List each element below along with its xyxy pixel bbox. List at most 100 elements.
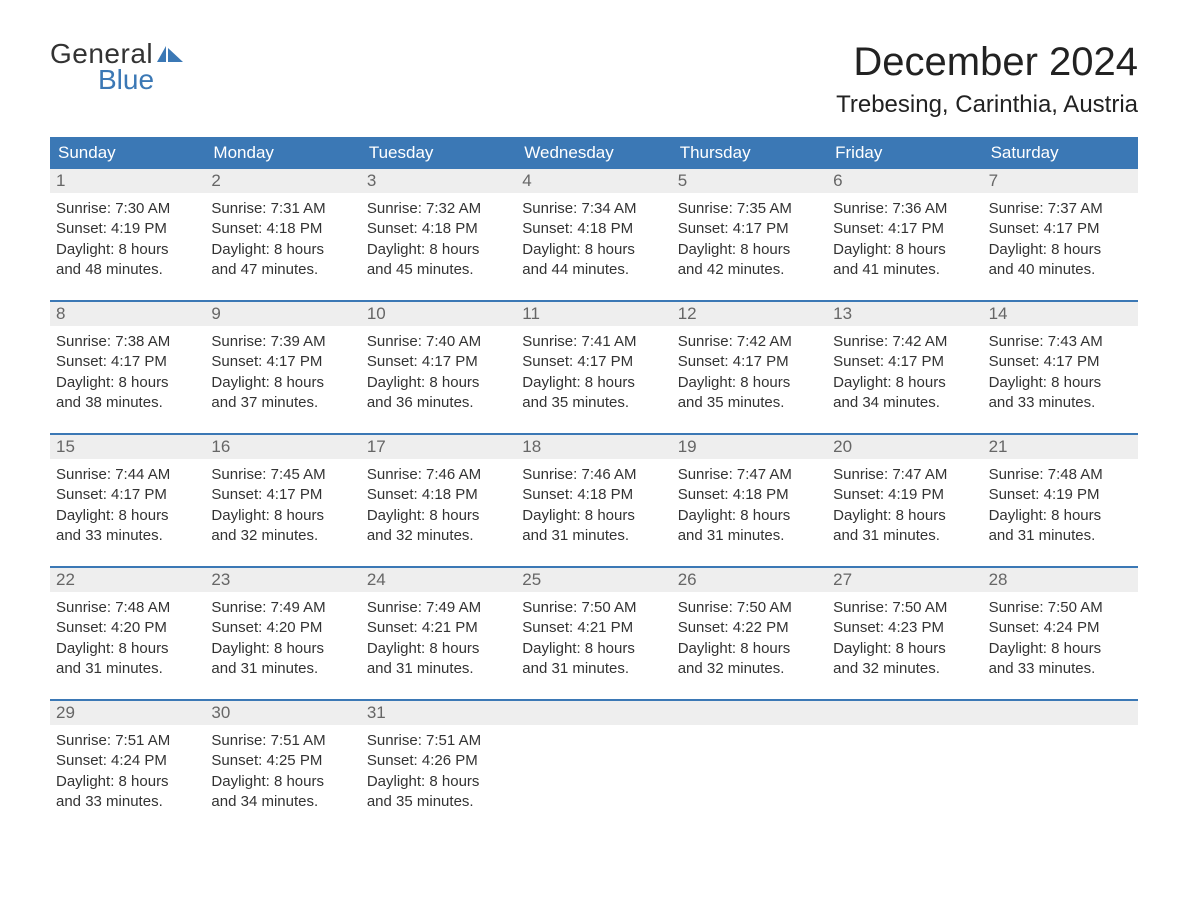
daylight-line-1: Daylight: 8 hours bbox=[522, 373, 665, 393]
sunrise-line: Sunrise: 7:51 AM bbox=[211, 731, 354, 751]
calendar: Sunday Monday Tuesday Wednesday Thursday… bbox=[50, 137, 1138, 816]
sunset-line: Sunset: 4:18 PM bbox=[367, 485, 510, 505]
sunset-line: Sunset: 4:19 PM bbox=[833, 485, 976, 505]
week-row: 891011121314Sunrise: 7:38 AMSunset: 4:17… bbox=[50, 300, 1138, 417]
day-number: 31 bbox=[361, 701, 516, 725]
daylight-line-2: and 32 minutes. bbox=[678, 659, 821, 679]
day-number-row: 293031 bbox=[50, 701, 1138, 725]
sunrise-line: Sunrise: 7:49 AM bbox=[211, 598, 354, 618]
daylight-line-1: Daylight: 8 hours bbox=[367, 506, 510, 526]
daylight-line-2: and 35 minutes. bbox=[367, 792, 510, 812]
day-cell: Sunrise: 7:41 AMSunset: 4:17 PMDaylight:… bbox=[516, 326, 671, 417]
daylight-line-1: Daylight: 8 hours bbox=[56, 772, 199, 792]
sunset-line: Sunset: 4:17 PM bbox=[678, 219, 821, 239]
daylight-line-2: and 31 minutes. bbox=[678, 526, 821, 546]
sunset-line: Sunset: 4:18 PM bbox=[678, 485, 821, 505]
daylight-line-2: and 31 minutes. bbox=[522, 526, 665, 546]
day-cell: Sunrise: 7:50 AMSunset: 4:24 PMDaylight:… bbox=[983, 592, 1138, 683]
sunset-line: Sunset: 4:21 PM bbox=[367, 618, 510, 638]
day-cell: Sunrise: 7:46 AMSunset: 4:18 PMDaylight:… bbox=[516, 459, 671, 550]
daylight-line-1: Daylight: 8 hours bbox=[367, 373, 510, 393]
weekday-monday: Monday bbox=[205, 137, 360, 169]
daylight-line-2: and 48 minutes. bbox=[56, 260, 199, 280]
daylight-line-1: Daylight: 8 hours bbox=[989, 506, 1132, 526]
daylight-line-1: Daylight: 8 hours bbox=[56, 506, 199, 526]
day-cell: Sunrise: 7:42 AMSunset: 4:17 PMDaylight:… bbox=[672, 326, 827, 417]
sunrise-line: Sunrise: 7:30 AM bbox=[56, 199, 199, 219]
daylight-line-2: and 42 minutes. bbox=[678, 260, 821, 280]
day-number: 16 bbox=[205, 435, 360, 459]
daylight-line-1: Daylight: 8 hours bbox=[678, 240, 821, 260]
sunrise-line: Sunrise: 7:46 AM bbox=[367, 465, 510, 485]
daylight-line-1: Daylight: 8 hours bbox=[211, 639, 354, 659]
day-cell: Sunrise: 7:36 AMSunset: 4:17 PMDaylight:… bbox=[827, 193, 982, 284]
day-cell: Sunrise: 7:51 AMSunset: 4:25 PMDaylight:… bbox=[205, 725, 360, 816]
sunrise-line: Sunrise: 7:34 AM bbox=[522, 199, 665, 219]
daylight-line-2: and 31 minutes. bbox=[989, 526, 1132, 546]
day-number: 17 bbox=[361, 435, 516, 459]
daylight-line-1: Daylight: 8 hours bbox=[56, 639, 199, 659]
day-cell: Sunrise: 7:46 AMSunset: 4:18 PMDaylight:… bbox=[361, 459, 516, 550]
daylight-line-1: Daylight: 8 hours bbox=[989, 639, 1132, 659]
day-number: 12 bbox=[672, 302, 827, 326]
day-cell: Sunrise: 7:50 AMSunset: 4:21 PMDaylight:… bbox=[516, 592, 671, 683]
daylight-line-2: and 33 minutes. bbox=[56, 526, 199, 546]
day-cell bbox=[516, 725, 671, 816]
sunset-line: Sunset: 4:18 PM bbox=[211, 219, 354, 239]
sunrise-line: Sunrise: 7:51 AM bbox=[367, 731, 510, 751]
daylight-line-1: Daylight: 8 hours bbox=[989, 240, 1132, 260]
weekday-tuesday: Tuesday bbox=[361, 137, 516, 169]
sunrise-line: Sunrise: 7:48 AM bbox=[989, 465, 1132, 485]
day-number: 20 bbox=[827, 435, 982, 459]
daylight-line-2: and 31 minutes. bbox=[367, 659, 510, 679]
sunrise-line: Sunrise: 7:45 AM bbox=[211, 465, 354, 485]
sunrise-line: Sunrise: 7:48 AM bbox=[56, 598, 199, 618]
sunset-line: Sunset: 4:17 PM bbox=[989, 219, 1132, 239]
daylight-line-2: and 34 minutes. bbox=[211, 792, 354, 812]
week-row: 15161718192021Sunrise: 7:44 AMSunset: 4:… bbox=[50, 433, 1138, 550]
weekday-sunday: Sunday bbox=[50, 137, 205, 169]
sunrise-line: Sunrise: 7:43 AM bbox=[989, 332, 1132, 352]
day-number: 23 bbox=[205, 568, 360, 592]
day-number bbox=[516, 701, 671, 725]
logo-sail-icon bbox=[155, 44, 185, 64]
title-block: December 2024 Trebesing, Carinthia, Aust… bbox=[836, 40, 1138, 119]
week-row: 22232425262728Sunrise: 7:48 AMSunset: 4:… bbox=[50, 566, 1138, 683]
day-number: 3 bbox=[361, 169, 516, 193]
sunset-line: Sunset: 4:18 PM bbox=[522, 485, 665, 505]
daylight-line-2: and 35 minutes. bbox=[522, 393, 665, 413]
day-cell bbox=[983, 725, 1138, 816]
daylight-line-2: and 31 minutes. bbox=[522, 659, 665, 679]
sunrise-line: Sunrise: 7:37 AM bbox=[989, 199, 1132, 219]
sunrise-line: Sunrise: 7:42 AM bbox=[833, 332, 976, 352]
weekday-wednesday: Wednesday bbox=[516, 137, 671, 169]
sunrise-line: Sunrise: 7:51 AM bbox=[56, 731, 199, 751]
day-cell: Sunrise: 7:39 AMSunset: 4:17 PMDaylight:… bbox=[205, 326, 360, 417]
sunset-line: Sunset: 4:17 PM bbox=[833, 219, 976, 239]
daylight-line-2: and 32 minutes. bbox=[367, 526, 510, 546]
daylight-line-1: Daylight: 8 hours bbox=[833, 240, 976, 260]
daylight-line-2: and 31 minutes. bbox=[56, 659, 199, 679]
sunset-line: Sunset: 4:17 PM bbox=[678, 352, 821, 372]
daylight-line-2: and 45 minutes. bbox=[367, 260, 510, 280]
daylight-line-1: Daylight: 8 hours bbox=[367, 772, 510, 792]
day-number bbox=[983, 701, 1138, 725]
sunset-line: Sunset: 4:22 PM bbox=[678, 618, 821, 638]
sunrise-line: Sunrise: 7:47 AM bbox=[833, 465, 976, 485]
daylight-line-1: Daylight: 8 hours bbox=[56, 373, 199, 393]
day-number: 4 bbox=[516, 169, 671, 193]
sunset-line: Sunset: 4:23 PM bbox=[833, 618, 976, 638]
daylight-line-1: Daylight: 8 hours bbox=[367, 639, 510, 659]
day-number: 11 bbox=[516, 302, 671, 326]
daylight-line-1: Daylight: 8 hours bbox=[833, 373, 976, 393]
sunrise-line: Sunrise: 7:50 AM bbox=[522, 598, 665, 618]
daylight-line-2: and 40 minutes. bbox=[989, 260, 1132, 280]
month-title: December 2024 bbox=[836, 40, 1138, 85]
sunrise-line: Sunrise: 7:46 AM bbox=[522, 465, 665, 485]
sunset-line: Sunset: 4:17 PM bbox=[522, 352, 665, 372]
day-number: 13 bbox=[827, 302, 982, 326]
weekday-thursday: Thursday bbox=[672, 137, 827, 169]
sunset-line: Sunset: 4:19 PM bbox=[989, 485, 1132, 505]
sunrise-line: Sunrise: 7:44 AM bbox=[56, 465, 199, 485]
day-number: 25 bbox=[516, 568, 671, 592]
